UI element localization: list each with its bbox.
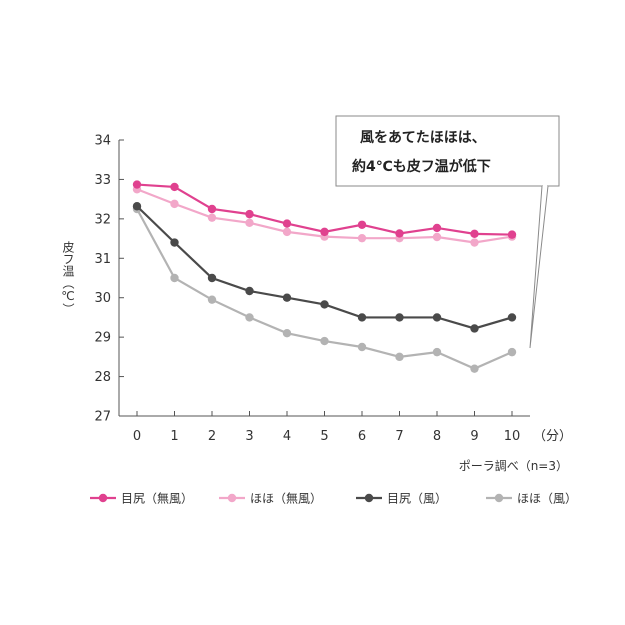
data-point (432, 223, 442, 233)
x-axis-unit: （分） (533, 429, 572, 444)
legend-swatch-marker (494, 493, 504, 503)
data-point (507, 230, 517, 239)
callout-line-2: 約4℃も皮フ温が低下 (352, 158, 491, 175)
data-point (132, 180, 142, 189)
data-point (507, 347, 517, 357)
data-point (470, 229, 479, 239)
data-point (132, 202, 142, 211)
y-tick-label: 32 (94, 212, 111, 227)
data-point (432, 232, 442, 242)
callout-line-1: 風をあてたほほは、 (360, 130, 486, 146)
data-point (282, 219, 292, 228)
x-tick-label: 6 (358, 429, 366, 444)
data-point (207, 213, 217, 222)
legend-label: 目尻（無風） (121, 491, 193, 506)
data-point (245, 286, 254, 296)
data-point (245, 218, 254, 227)
data-point (357, 342, 367, 352)
data-point (395, 313, 404, 322)
data-point (395, 229, 404, 238)
data-point (170, 182, 179, 192)
series-layer (132, 180, 517, 373)
data-point (207, 273, 217, 283)
data-point (170, 273, 179, 283)
legend-swatch-marker (364, 493, 374, 503)
x-tick-label: 3 (245, 429, 253, 444)
data-point (470, 324, 479, 333)
y-tick-label: 31 (94, 252, 111, 267)
legend: 目尻（無風） ほほ（無風） 目尻（風） ほほ（風） (90, 491, 577, 506)
callout: 風をあてたほほは、 約4℃も皮フ温が低下 (335, 115, 560, 349)
data-point (320, 227, 329, 237)
data-point (470, 364, 479, 373)
data-point (207, 295, 217, 304)
source-note: ポーラ調べ（n=3） (459, 459, 568, 473)
x-tick-label: 9 (470, 429, 478, 444)
callout-box (335, 115, 560, 187)
data-point (245, 313, 254, 322)
callout-pointer (529, 185, 549, 349)
x-tick-label: 8 (433, 429, 441, 444)
data-point (282, 227, 292, 237)
y-tick-label: 33 (94, 173, 111, 188)
data-point (357, 233, 367, 243)
data-point (395, 352, 404, 362)
y-tick-label: 29 (94, 331, 111, 346)
legend-swatch-marker (227, 493, 237, 503)
series-line (136, 183, 513, 236)
data-point (357, 220, 367, 229)
y-tick-label: 27 (94, 410, 111, 425)
data-point (470, 238, 479, 247)
y-tick-label: 28 (94, 370, 111, 385)
y-tick-label: 34 (94, 134, 111, 149)
data-point (320, 300, 329, 309)
x-tick-label: 1 (170, 429, 178, 444)
x-tick-label: 4 (283, 429, 291, 444)
x-tick-label: 10 (504, 429, 521, 444)
data-point (432, 313, 442, 322)
data-point (282, 329, 292, 338)
data-point (357, 313, 367, 322)
data-point (207, 204, 217, 214)
x-tick-label: 7 (395, 429, 403, 444)
x-tick-label: 0 (133, 429, 141, 444)
data-point (170, 238, 179, 247)
data-point (170, 199, 179, 209)
series-line (136, 205, 513, 330)
x-tick-label: 2 (208, 429, 216, 444)
data-point (282, 293, 292, 302)
data-point (245, 209, 254, 219)
y-tick-label: 30 (94, 291, 111, 306)
legend-label: 目尻（風） (387, 492, 447, 506)
data-point (507, 313, 517, 322)
legend-swatch-marker (98, 493, 108, 503)
legend-label: ほほ（風） (517, 492, 577, 506)
data-point (432, 347, 442, 357)
data-point (320, 336, 329, 346)
legend-label: ほほ（無風） (250, 491, 322, 506)
y-axis-label: 皮フ温（℃） (61, 241, 75, 315)
x-tick-label: 5 (320, 429, 328, 444)
